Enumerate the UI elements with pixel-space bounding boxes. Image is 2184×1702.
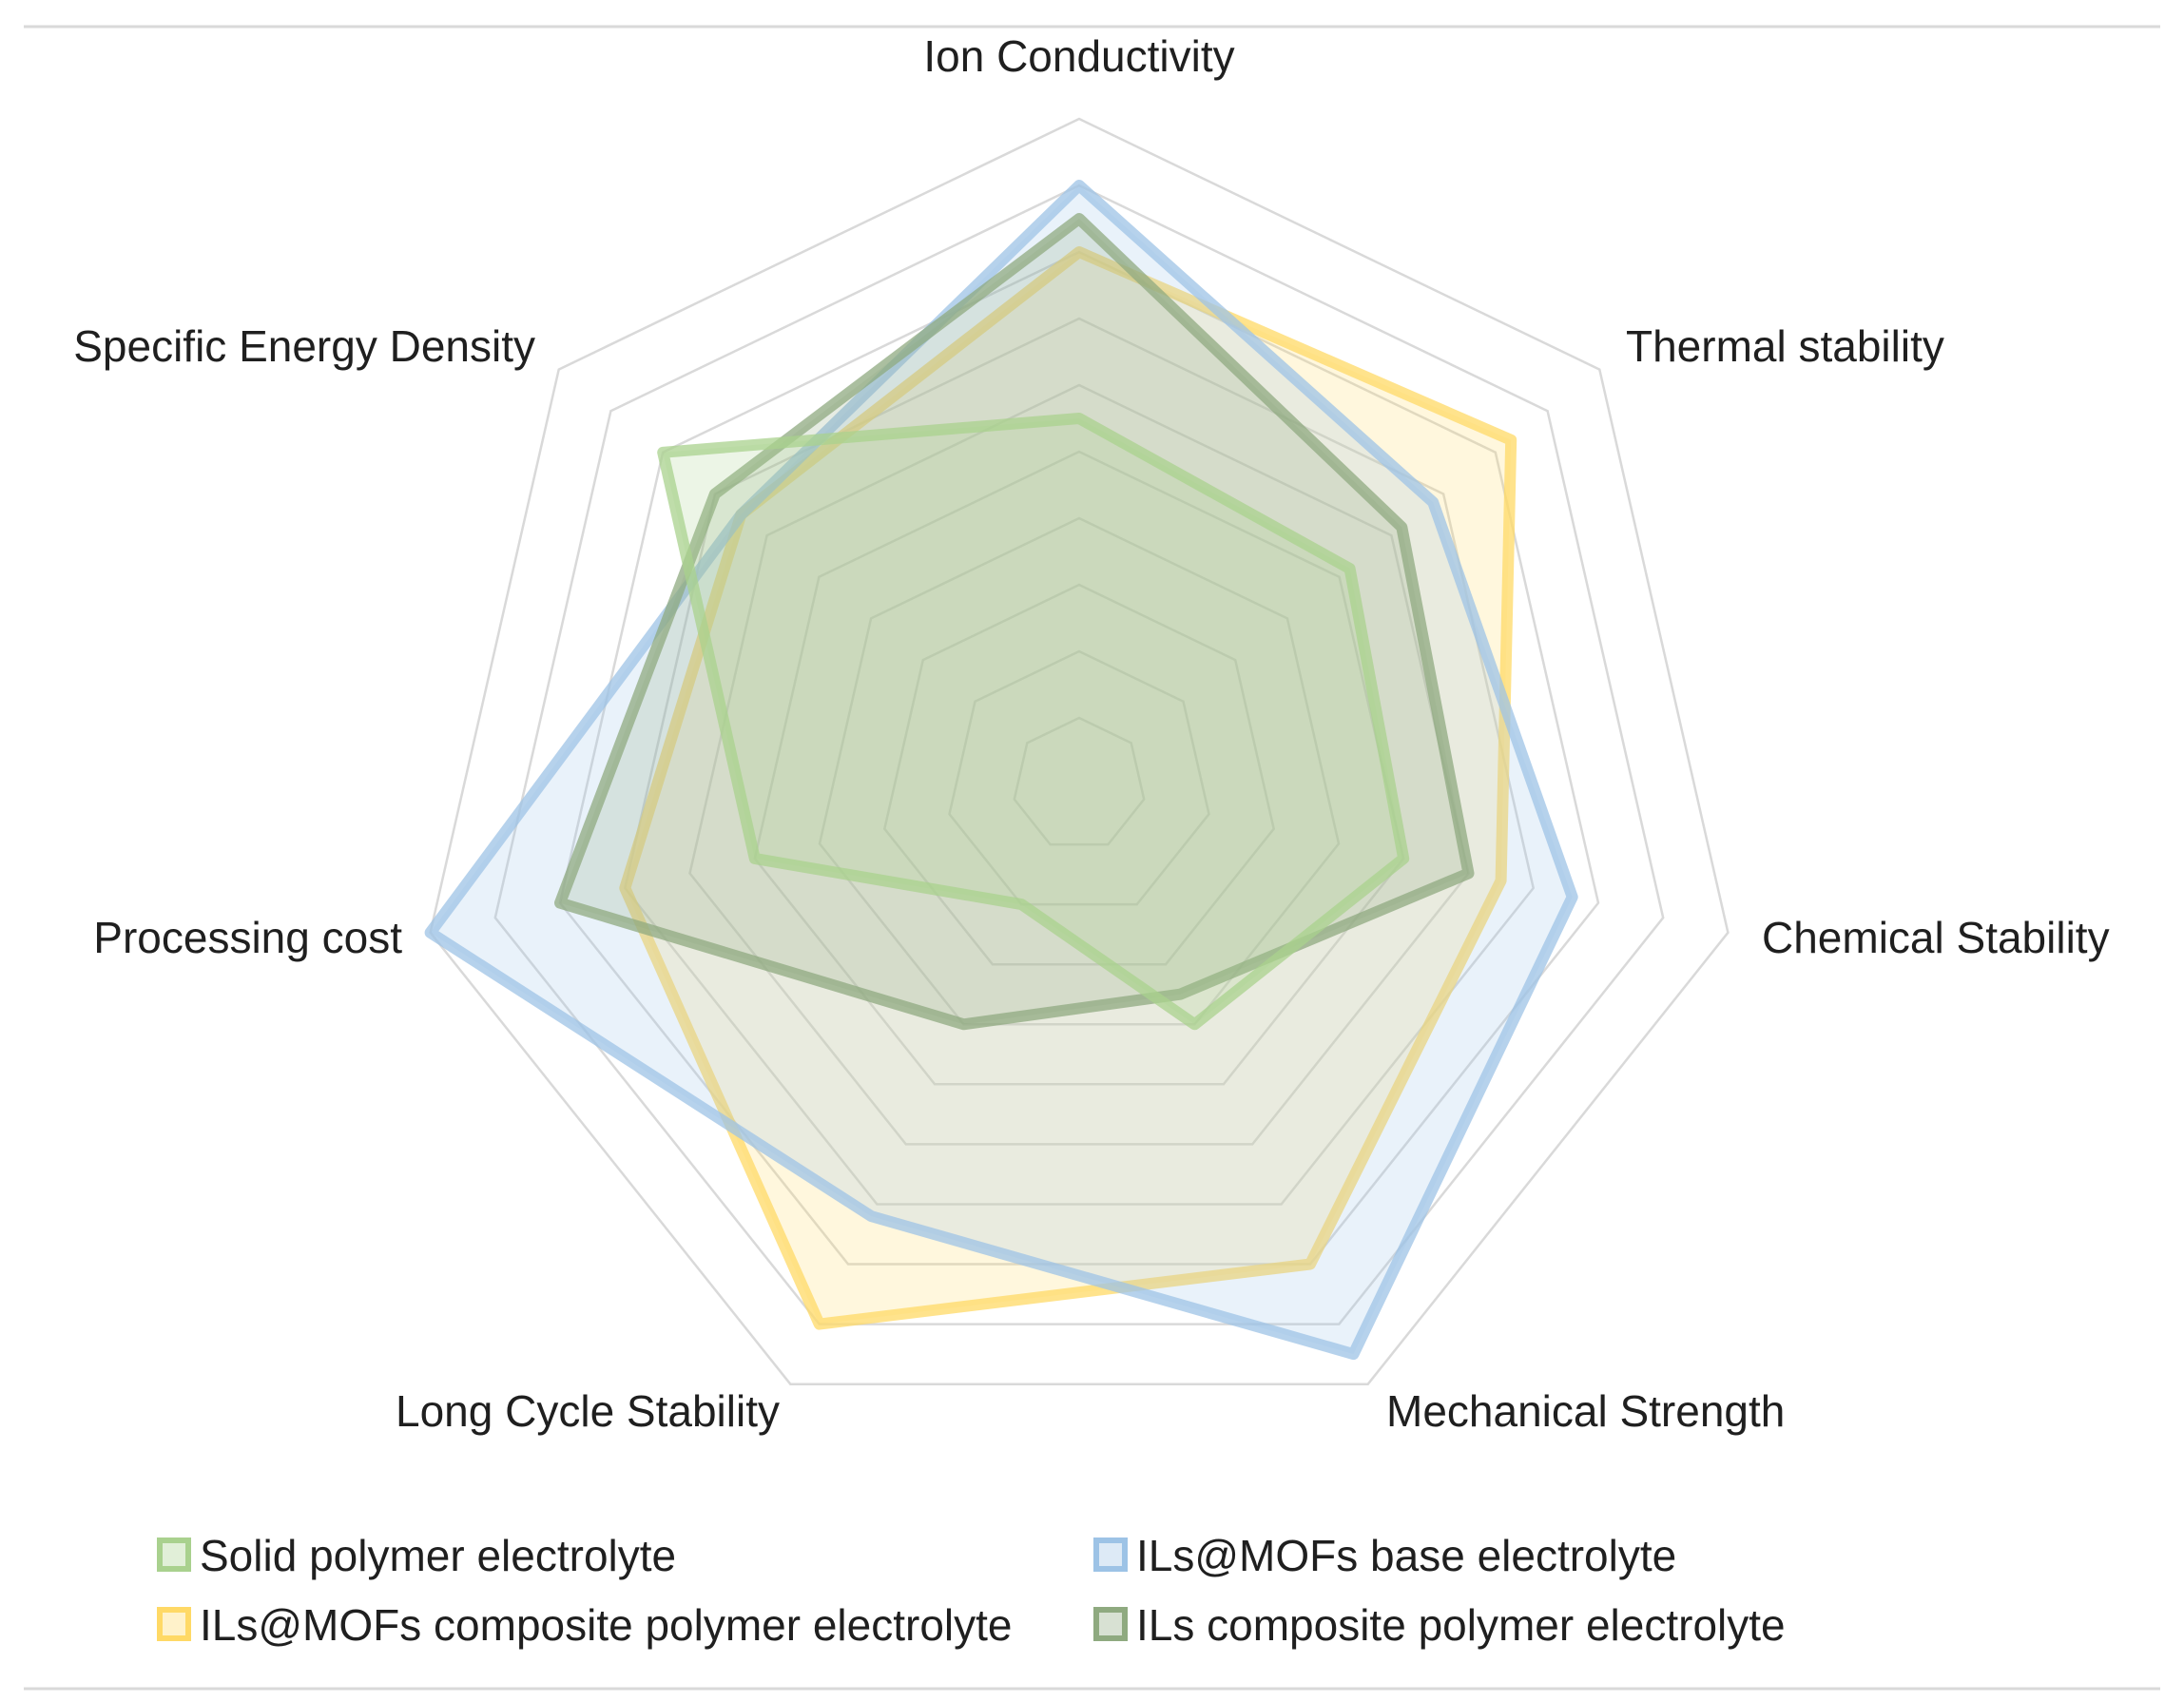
legend: Solid polymer electrolyte ILs@MOFs base e… xyxy=(157,1531,1786,1650)
legend-label-ils-composite-polymer-electrolyte: ILs composite polymer electrolyte xyxy=(1136,1600,1786,1650)
grid-ring-9 xyxy=(493,184,1665,1325)
axis-label-chemical-stability: Chemical Stability xyxy=(1762,913,2110,962)
series-solid-polymer-electrolyte xyxy=(657,413,1410,1031)
grid-ring-10 xyxy=(429,117,1730,1385)
grid-ring-3 xyxy=(882,583,1276,966)
axis-label-long-cycle-stability: Long Cycle Stability xyxy=(396,1386,780,1436)
axis-label-mechanical-strength: Mechanical Strength xyxy=(1386,1386,1785,1436)
grid-ring-1 xyxy=(1013,716,1146,846)
axis-label-thermal-stability: Thermal stability xyxy=(1626,321,1944,371)
axis-labels: Ion Conductivity Thermal stability Chemica… xyxy=(73,31,2109,1436)
legend-label-ils-mofs-base-electrolyte: ILs@MOFs base electrolyte xyxy=(1136,1531,1676,1580)
legend-swatch-ils-mofs-base-electrolyte xyxy=(1093,1538,1128,1572)
radar-grid xyxy=(429,117,1730,1385)
legend-label-ils-mofs-composite-polymer-electrolyte: ILs@MOFs composite polymer electrolyte xyxy=(200,1600,1013,1650)
legend-label-solid-polymer-electrolyte: Solid polymer electrolyte xyxy=(200,1531,676,1580)
grid-ring-4 xyxy=(818,516,1341,1026)
radar-series xyxy=(424,180,1578,1361)
legend-swatch-solid-polymer-electrolyte xyxy=(157,1538,191,1572)
series-ils-mofs-composite-polymer-electrolyte xyxy=(619,246,1517,1330)
legend-swatch-ils-mofs-composite-polymer-electrolyte xyxy=(157,1607,191,1641)
legend-swatch-ils-composite-polymer-electrolyte xyxy=(1093,1607,1128,1641)
grid-ring-6 xyxy=(688,383,1470,1146)
grid-ring-2 xyxy=(948,649,1210,906)
axis-label-specific-energy-density: Specific Energy Density xyxy=(73,321,535,371)
grid-ring-5 xyxy=(753,450,1405,1086)
axis-label-processing-cost: Processing cost xyxy=(93,913,402,962)
axis-label-ion-conductivity: Ion Conductivity xyxy=(923,31,1234,81)
